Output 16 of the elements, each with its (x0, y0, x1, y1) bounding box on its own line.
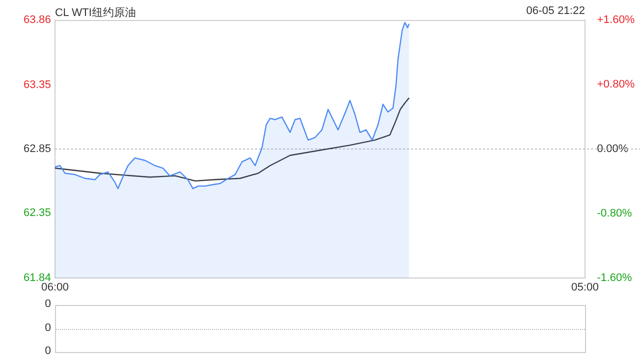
y-tick-label: 63.35 (23, 79, 51, 92)
y2-tick-label: -0.80% (597, 208, 632, 220)
x-tick-label: 05:00 (571, 282, 599, 294)
y-tick-label: 62.35 (23, 206, 51, 219)
chart-title: CL WTI纽约原油 (55, 6, 136, 20)
y-tick-label: 63.86 (23, 14, 51, 26)
y-tick-label: 61.84 (23, 272, 51, 284)
y-tick-label: 62.85 (23, 143, 51, 156)
y2-tick-label: -1.60% (597, 272, 632, 284)
text: 0 (44, 298, 51, 310)
y2-tick-label: +1.60% (597, 14, 635, 26)
x-tick-label: 06:00 (41, 282, 69, 294)
text: 06-05 21:22 (526, 5, 585, 17)
text: 0 (44, 322, 51, 334)
y2-tick-label: +0.80% (597, 78, 635, 91)
text: 0 (44, 345, 51, 357)
